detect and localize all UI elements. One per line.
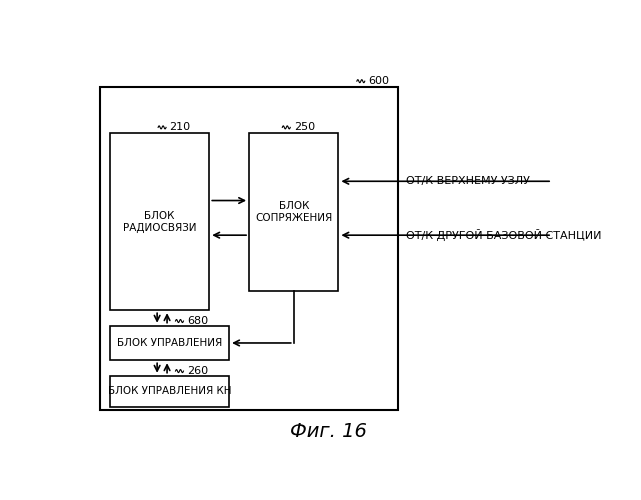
Text: 210: 210 [169,122,190,132]
Text: БЛОК УПРАВЛЕНИЯ: БЛОК УПРАВЛЕНИЯ [117,338,222,348]
Bar [110,326,229,360]
Text: 680: 680 [187,316,208,326]
Text: 600: 600 [368,76,389,86]
Text: БЛОК
РАДИОСВЯЗИ: БЛОК РАДИОСВЯЗИ [123,211,196,233]
Text: Фиг. 16: Фиг. 16 [290,422,367,441]
Bar [249,133,338,291]
Bar [110,133,209,310]
Bar [100,87,398,410]
Text: ОТ/К ДРУГОЙ БАЗОВОЙ СТАНЦИИ: ОТ/К ДРУГОЙ БАЗОВОЙ СТАНЦИИ [406,229,601,241]
Text: БЛОК
СОПРЯЖЕНИЯ: БЛОК СОПРЯЖЕНИЯ [255,202,333,223]
Text: 250: 250 [294,122,315,132]
Text: БЛОК УПРАВЛЕНИЯ КН: БЛОК УПРАВЛЕНИЯ КН [108,386,231,396]
Text: 260: 260 [187,366,208,376]
Text: ОТ/К ВЕРХНЕМУ УЗЛУ: ОТ/К ВЕРХНЕМУ УЗЛУ [406,176,529,186]
Bar [110,376,229,406]
